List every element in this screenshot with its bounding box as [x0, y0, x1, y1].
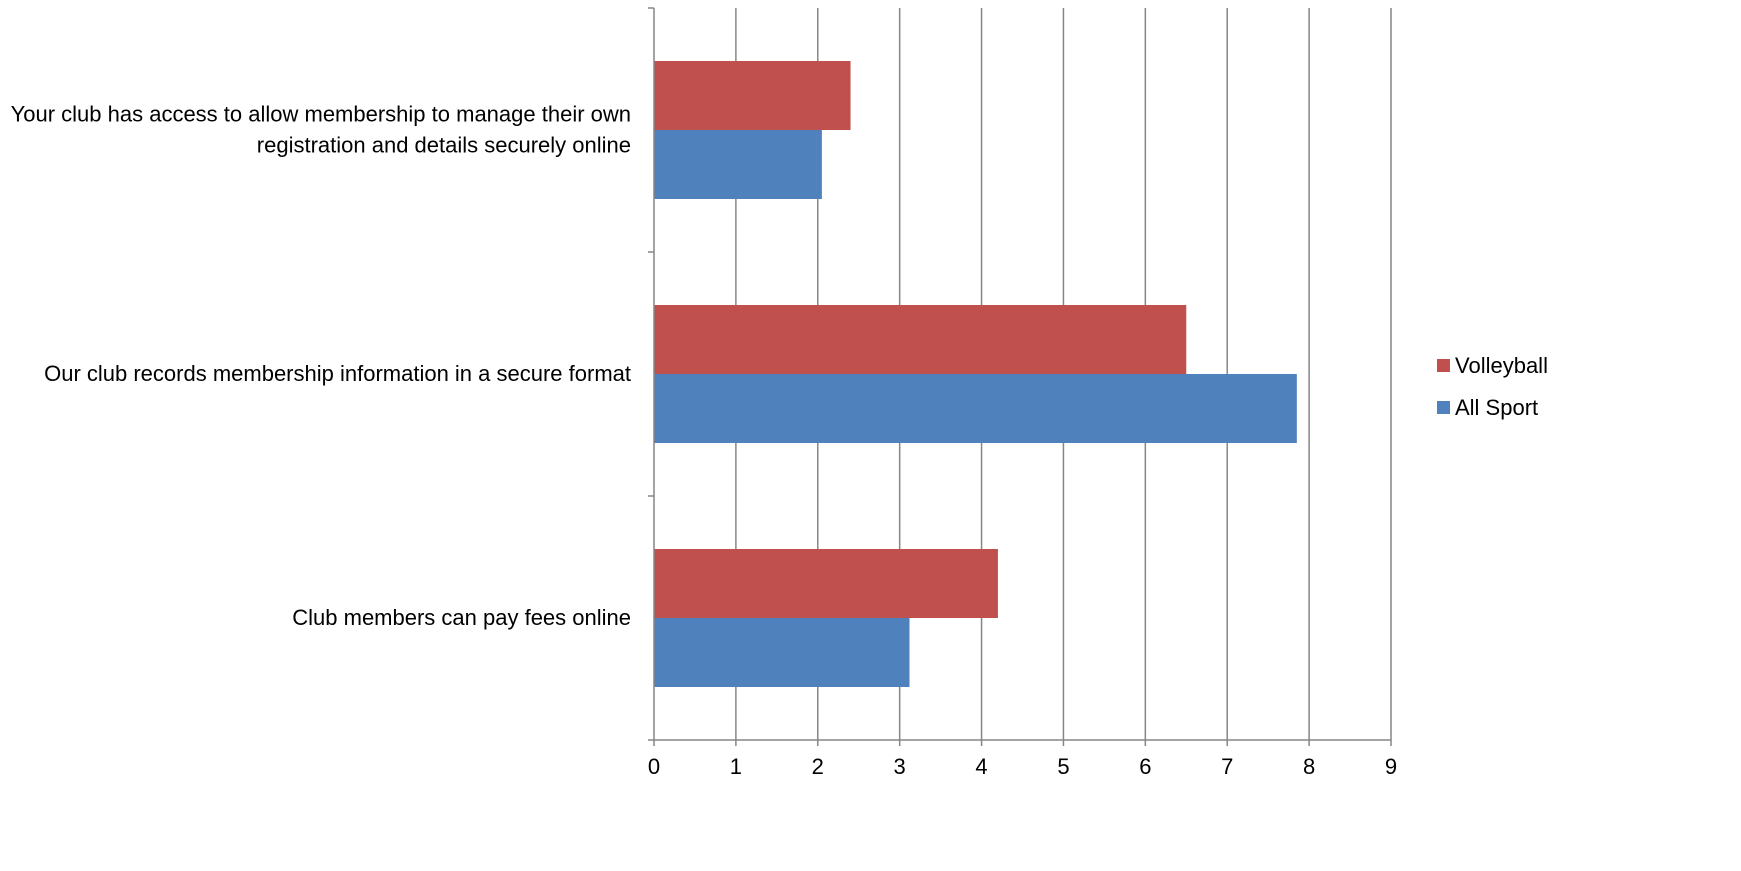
- x-tick-label: 4: [975, 754, 987, 779]
- x-tick-label: 6: [1139, 754, 1151, 779]
- legend: Volleyball All Sport: [1437, 353, 1548, 420]
- bar-volleyball: [654, 305, 1187, 374]
- category-label-line: Club members can pay fees online: [292, 605, 631, 630]
- x-tick-label: 1: [730, 754, 742, 779]
- axes: [648, 7, 1392, 746]
- x-tick-label: 5: [1057, 754, 1069, 779]
- bar-volleyball: [654, 61, 851, 130]
- category-label-line: Your club has access to allow membership…: [11, 102, 631, 127]
- category-label: Our club records membership information …: [44, 361, 631, 386]
- category-label: Club members can pay fees online: [292, 605, 631, 630]
- legend-swatch: [1437, 359, 1450, 372]
- x-axis-tick-labels: 0 1 2 3 4 5 6 7 8 9: [648, 754, 1397, 779]
- x-tick-label: 9: [1385, 754, 1397, 779]
- x-tick-label: 8: [1303, 754, 1315, 779]
- bar-all-sport: [654, 130, 822, 199]
- legend-label: All Sport: [1455, 395, 1538, 420]
- bar-all-sport: [654, 618, 910, 687]
- bars: [654, 61, 1297, 687]
- x-tick-label: 7: [1221, 754, 1233, 779]
- category-label-line: registration and details securely online: [257, 133, 631, 158]
- x-tick-label: 2: [812, 754, 824, 779]
- x-tick-label: 3: [894, 754, 906, 779]
- legend-label: Volleyball: [1455, 353, 1548, 378]
- category-label: Your club has access to allow membership…: [11, 102, 631, 158]
- bar-all-sport: [654, 374, 1297, 443]
- bar-volleyball: [654, 549, 998, 618]
- category-labels: Your club has access to allow membership…: [11, 102, 631, 631]
- x-tick-label: 0: [648, 754, 660, 779]
- legend-swatch: [1437, 401, 1450, 414]
- category-label-line: Our club records membership information …: [44, 361, 631, 386]
